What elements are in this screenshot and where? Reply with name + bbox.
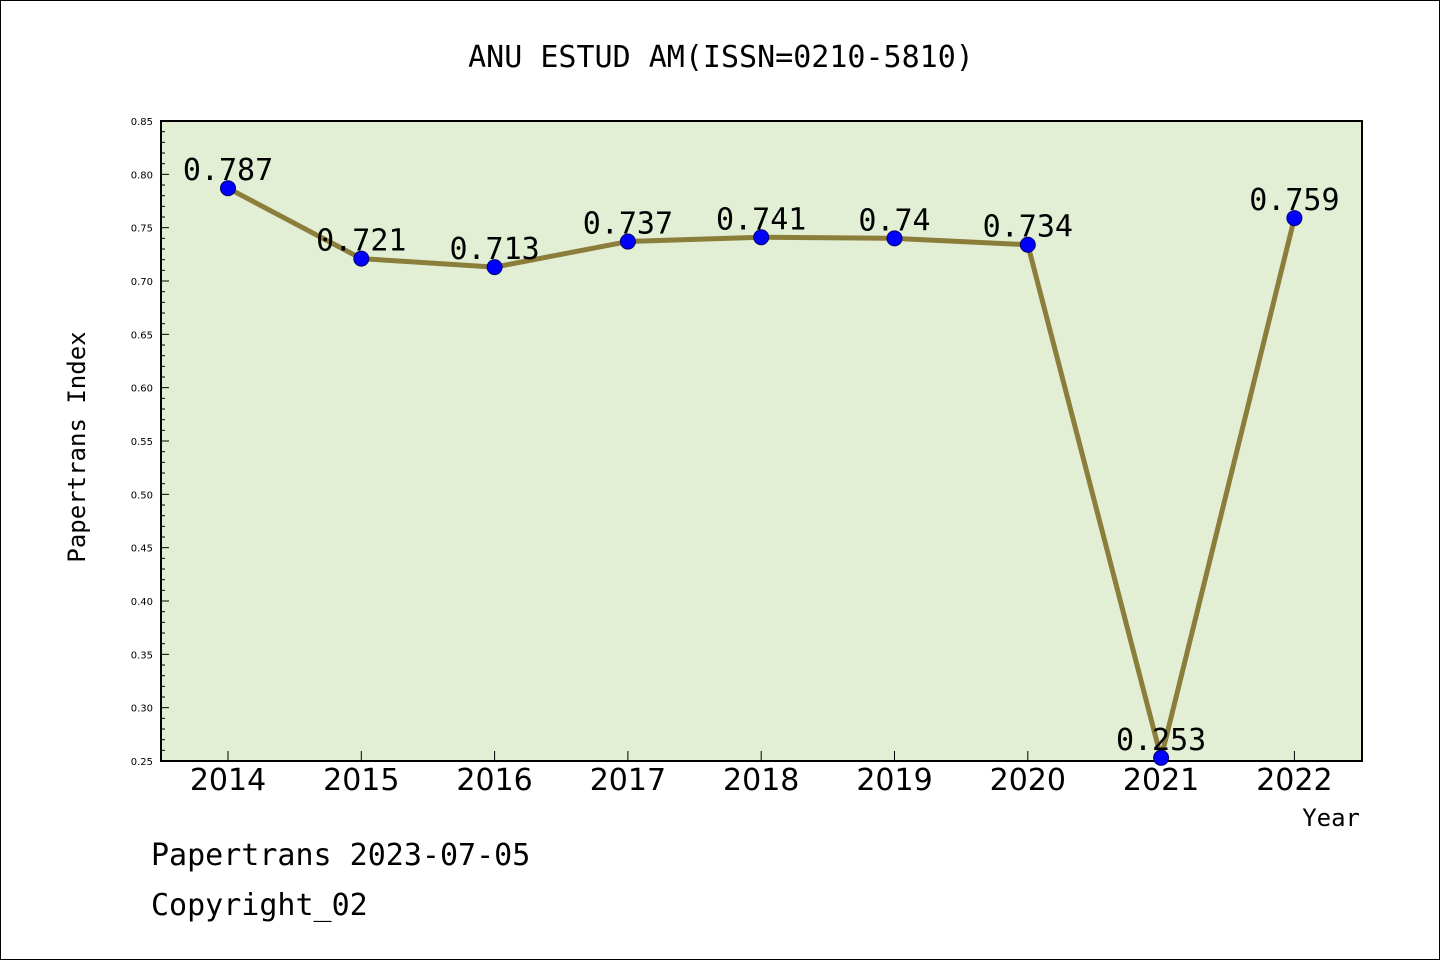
data-point [886,230,903,247]
y-tick-label: 0.70 [131,277,153,288]
y-tick-label: 0.55 [131,437,153,448]
data-point [1019,236,1036,253]
chart-title: ANU ESTUD AM(ISSN=0210-5810) [468,40,974,75]
x-tick-label: 2022 [1256,763,1332,798]
plot-area [160,120,1363,762]
x-axis: 2014 2015 2016 2017 2018 2019 2020 2021 2022 [190,751,1333,798]
x-tick-label: 2018 [723,763,799,798]
y-tick-label: 0.85 [131,117,153,128]
data-point [619,233,636,250]
data-points [220,180,1303,766]
y-tick-label: 0.30 [131,704,153,715]
data-label: 0.253 [1116,723,1206,758]
x-tick-label: 2017 [590,763,666,798]
y-tick-label: 0.40 [131,597,153,608]
data-label: 0.741 [716,202,806,237]
y-tick-label: 0.75 [131,224,153,235]
y-tick-label: 0.35 [131,650,153,661]
data-label: 0.721 [316,224,406,259]
x-tick-label: 2020 [990,763,1066,798]
data-point [753,229,770,246]
data-point [353,250,370,267]
y-axis: 0.25 0.30 0.35 0.40 0.45 0.50 0.55 0.60 0.65 0.70… [131,117,169,768]
data-label: 0.74 [858,203,930,238]
data-point [220,180,236,197]
x-tick-label: 2019 [856,763,932,798]
y-tick-label: 0.45 [131,544,153,555]
y-tick-label: 0.50 [131,490,153,501]
data-point [1286,210,1303,227]
data-point [486,259,503,276]
x-tick-label: 2021 [1123,763,1199,798]
data-label: 0.787 [183,153,273,188]
x-axis-label: Year [1302,804,1360,832]
y-tick-label: 0.80 [131,170,153,181]
y-tick-label: 0.60 [131,384,153,395]
data-label: 0.737 [583,207,673,242]
data-label: 0.759 [1249,183,1339,218]
x-tick-label: 2014 [190,763,266,798]
data-point [1153,749,1170,766]
data-labels: 0.787 0.721 0.713 0.737 0.741 0.74 0.734 0.253 0… [183,153,1340,758]
x-tick-label: 2015 [323,763,399,798]
y-tick-label: 0.65 [131,330,153,341]
x-tick-label: 2016 [456,763,532,798]
data-label: 0.713 [449,232,539,267]
data-label: 0.734 [983,210,1073,245]
y-axis-label: Papertrans Index [63,331,91,562]
footer-date: Papertrans 2023-07-05 [151,838,530,873]
y-tick-label: 0.25 [131,757,153,768]
footer-copyright: Copyright_02 [151,888,368,923]
